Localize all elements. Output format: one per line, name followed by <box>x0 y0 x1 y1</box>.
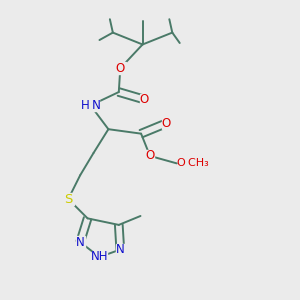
Text: H N: H N <box>81 99 100 112</box>
Text: O: O <box>116 62 125 75</box>
Bar <box>140 94 148 105</box>
Text: O CH₃: O CH₃ <box>177 158 208 168</box>
Bar <box>92 251 106 263</box>
Bar <box>162 117 171 129</box>
Text: N: N <box>76 236 85 249</box>
Text: O: O <box>162 117 171 130</box>
Text: O: O <box>146 149 154 162</box>
Bar <box>82 100 100 111</box>
Bar <box>76 236 85 248</box>
Text: S: S <box>64 193 73 206</box>
Text: N: N <box>116 243 125 256</box>
Text: NH: NH <box>91 250 108 263</box>
Text: O: O <box>140 93 149 106</box>
Bar <box>63 193 74 205</box>
Bar <box>116 244 125 256</box>
Bar <box>146 150 154 162</box>
Bar <box>114 62 126 74</box>
